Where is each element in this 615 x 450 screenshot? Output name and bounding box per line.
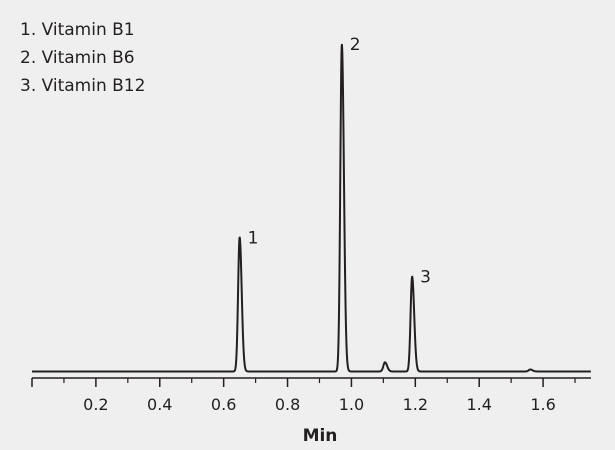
x-axis-title: Min [303,426,338,446]
legend-item-vitamin-b1: 1. Vitamin B1 [20,20,135,40]
x-tick-label: 0.2 [83,395,108,414]
x-tick-label: 0.4 [147,395,172,414]
peak-label-2: 2 [350,35,361,55]
x-tick-label: 0.6 [211,395,236,414]
x-tick-label: 0.8 [275,395,300,414]
peak-label-3: 3 [420,268,431,288]
x-tick-label: 1.2 [403,395,428,414]
legend: 1. Vitamin B1 2. Vitamin B6 3. Vitamin B… [20,20,145,96]
x-tick-label: 1.6 [530,395,555,414]
peak-label-1: 1 [248,228,259,248]
x-axis-ticks [31,378,576,387]
x-tick-label: 1.0 [339,395,364,414]
peak-labels: 1 2 3 [248,35,431,287]
x-axis-tick-labels: 0.2 0.4 0.6 0.8 1.0 1.2 1.4 1.6 [83,395,556,414]
x-tick-label: 1.4 [466,395,491,414]
legend-item-vitamin-b12: 3. Vitamin B12 [20,76,145,96]
chromatogram-trace [31,43,592,373]
legend-item-vitamin-b6: 2. Vitamin B6 [20,48,135,68]
